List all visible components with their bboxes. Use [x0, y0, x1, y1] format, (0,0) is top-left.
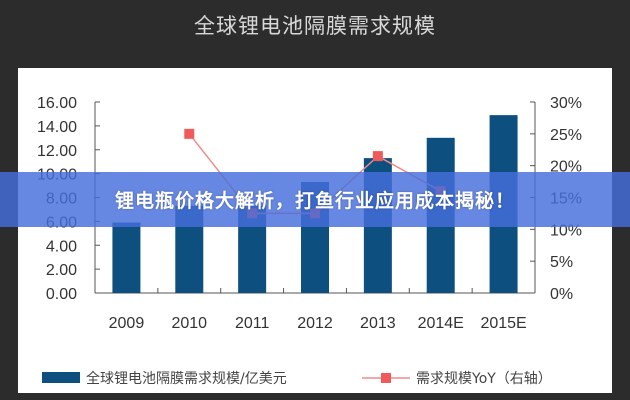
right-tick-label: 5% — [550, 254, 573, 271]
left-tick-label: 12.00 — [37, 143, 77, 160]
x-tick-label: 2013 — [360, 315, 396, 332]
legend-line-label: 需求规模YoY（右轴） — [416, 371, 552, 387]
left-tick-label: 2.00 — [46, 262, 77, 279]
banner-text: 锂电瓶价格大解析，打鱼行业应用成本揭秘！ — [114, 190, 515, 212]
x-tick-label: 2010 — [171, 315, 207, 332]
yoy-point-2010 — [184, 128, 195, 139]
x-tick-label: 2011 — [235, 315, 270, 332]
left-tick-label: 16.00 — [37, 95, 77, 112]
legend-bar-label: 全球锂电池隔膜需求规模/亿美元 — [86, 370, 287, 387]
x-tick-label: 2009 — [109, 315, 145, 332]
right-tick-label: 20% — [550, 159, 582, 176]
right-tick-label: 25% — [550, 127, 582, 144]
overlay-banner: 锂电瓶价格大解析，打鱼行业应用成本揭秘！ — [0, 172, 630, 227]
legend-line-marker — [381, 373, 391, 383]
left-tick-label: 4.00 — [46, 238, 77, 255]
x-tick-label: 2015E — [480, 315, 526, 332]
bar-2009 — [112, 222, 141, 293]
legend-bar-swatch — [42, 372, 80, 383]
right-tick-label: 0% — [550, 286, 573, 303]
left-tick-label: 14.00 — [37, 119, 77, 136]
yoy-point-2013 — [372, 151, 383, 162]
x-tick-label: 2012 — [297, 315, 333, 332]
chart-title: 全球锂电池隔膜需求规模 — [194, 14, 436, 38]
left-tick-label: 0.00 — [46, 286, 77, 303]
x-tick-label: 2014E — [418, 315, 464, 332]
right-tick-label: 30% — [550, 95, 582, 112]
